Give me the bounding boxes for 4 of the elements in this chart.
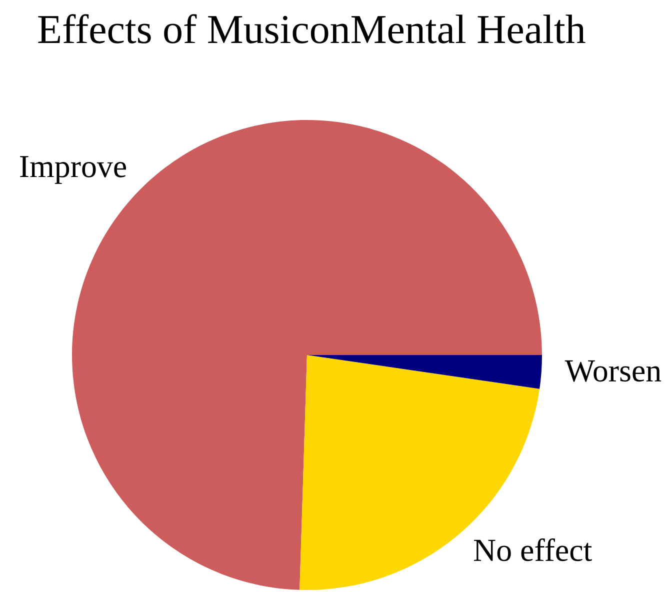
slice-label: Improve (20, 156, 126, 184)
chart-title: Effects of MusiconMental Health (38, 14, 586, 44)
slice-label: No effect (474, 538, 592, 562)
slice-label: Worsen (564, 360, 662, 382)
